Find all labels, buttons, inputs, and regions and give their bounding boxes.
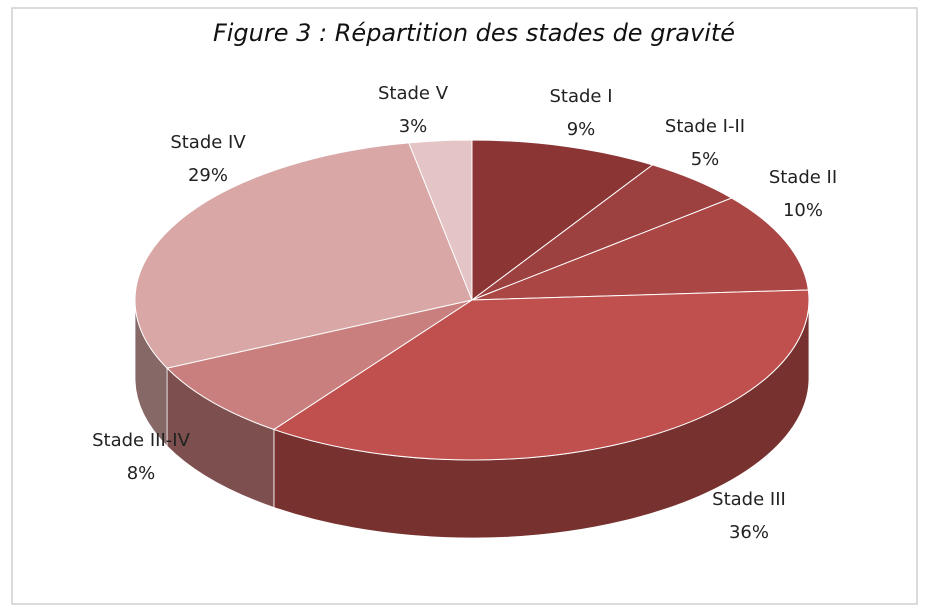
pie-tops [134, 139, 810, 461]
slice-name: Stade I [549, 86, 612, 107]
slice-percent: 3% [399, 116, 428, 137]
slice-name: Stade II [769, 167, 837, 188]
pie-slice [471, 197, 809, 301]
pie-slice [166, 299, 473, 430]
slice-name: Stade V [378, 83, 449, 104]
pie-slice [134, 142, 473, 369]
slice-percent: 36% [729, 522, 769, 543]
slice-name: Stade I-II [665, 116, 745, 137]
labels: Stade I 9% Stade I-II 5% Stade II 10% Stade II… [92, 83, 837, 543]
pie-slice [471, 139, 654, 301]
slice-percent: 29% [188, 165, 228, 186]
slice-name: Stade III [712, 489, 786, 510]
slice-name: Stade III-IV [92, 430, 190, 451]
pie-slice [408, 139, 473, 301]
slice-name: Stade IV [170, 132, 246, 153]
slice-percent: 5% [691, 149, 720, 170]
chart-title: Figure 3 : Répartition des stades de gra… [213, 19, 735, 47]
slice-percent: 8% [127, 463, 156, 484]
slice-percent: 10% [783, 200, 823, 221]
pie-slice [272, 289, 810, 461]
slice-percent: 9% [567, 119, 596, 140]
